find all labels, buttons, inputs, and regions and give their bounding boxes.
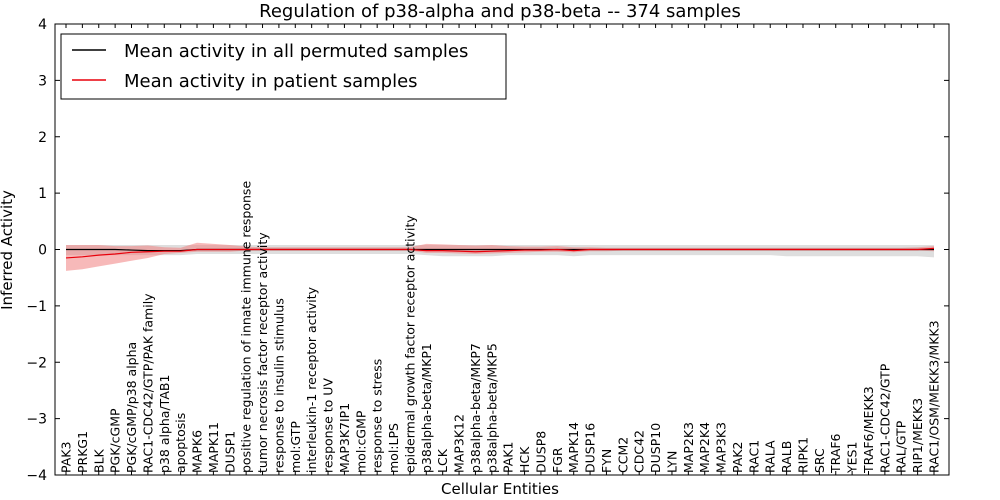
legend-box — [60, 33, 507, 100]
x-tick-label: RAC1-CDC42/GTP/PAK family — [140, 293, 155, 473]
y-tick-label: −3 — [26, 412, 47, 428]
legend-label-permuted: Mean activity in all permuted samples — [124, 41, 468, 62]
y-tick-label: −2 — [26, 355, 47, 371]
series-line-patient — [65, 247, 935, 259]
x-tick-label: DUSP10 — [648, 423, 663, 473]
x-tick-label: MAP3K7IP1 — [337, 403, 352, 473]
y-tick-label: −1 — [26, 299, 47, 315]
x-tick-label: MAP2K4 — [697, 422, 712, 473]
y-tick-label: −4 — [26, 468, 47, 484]
series-lines — [65, 247, 935, 259]
x-tick-label: SRC — [812, 448, 827, 473]
confidence-bands — [66, 242, 934, 271]
y-tick-label: 4 — [38, 17, 47, 33]
x-tick-label: CCM2 — [615, 437, 630, 473]
x-tick-label: MAP3K12 — [452, 414, 467, 473]
x-tick-label: DUSP1 — [222, 431, 237, 473]
x-tick-label: RALA — [763, 440, 778, 473]
y-tick-label: 0 — [38, 243, 47, 259]
x-tick-label: MAPK14 — [566, 422, 581, 473]
x-tick-label: RAC1/OSM/MEKK3/MKK3 — [927, 320, 942, 473]
x-tick-label: interleukin-1 receptor activity — [304, 286, 319, 473]
x-tick-label: YES1 — [845, 442, 860, 474]
x-tick-label: PAK2 — [730, 442, 745, 473]
y-axis-label: Inferred Activity — [0, 190, 16, 310]
x-tick-label: mol:cGMP — [353, 410, 368, 473]
x-tick-label: BLK — [91, 448, 106, 473]
x-axis-label: Cellular Entities — [441, 480, 559, 498]
x-tick-label: MAPK11 — [206, 422, 221, 473]
x-tick-label: MAPK6 — [190, 430, 205, 473]
x-tick-label: PAK1 — [501, 442, 516, 473]
x-tick-label: response to insulin stimulus — [271, 298, 286, 473]
x-tick-label: TRAF6/MEKK3 — [861, 386, 876, 474]
x-tick-label: RALB — [779, 441, 794, 473]
x-tick-label: response to stress — [370, 359, 385, 473]
x-tick-label: DUSP16 — [583, 423, 598, 473]
x-tick-label: p38alpha-beta/MKP5 — [484, 343, 499, 473]
legend: Mean activity in all permuted samples Me… — [60, 33, 507, 100]
x-tick-label: LYN — [664, 451, 679, 473]
x-tick-label: p38alpha-beta/MKP1 — [419, 343, 434, 473]
x-axis: PAK3 PRKG1 BLK PGK/cGMP PGK/cGMP/p38 alpha RA… — [59, 24, 942, 475]
x-tick-label: MAP3K3 — [714, 422, 729, 473]
x-tick-label: p38alpha-beta/MKP7 — [468, 343, 483, 473]
y-axis: −4 −3 −2 −1 0 1 2 3 4 — [26, 17, 949, 484]
x-tick-label: CDC42 — [632, 430, 647, 473]
y-tick-label: 2 — [38, 130, 47, 146]
plot-frame — [54, 23, 950, 476]
x-tick-label: positive regulation of innate immune res… — [239, 181, 254, 473]
x-tick-label: TRAF6 — [828, 433, 843, 474]
x-tick-label: PGK/cGMP/p38 alpha — [124, 342, 139, 473]
x-tick-label: RAC1 — [746, 440, 761, 473]
chart-title: Regulation of p38-alpha and p38-beta -- … — [259, 1, 741, 22]
x-tick-label: RIPK1 — [795, 437, 810, 473]
x-tick-label: PGK/cGMP — [108, 408, 123, 473]
x-tick-label: FYN — [599, 449, 614, 473]
x-tick-label: MAP2K3 — [681, 422, 696, 473]
x-tick-label: apoptosis — [173, 413, 188, 473]
x-tick-label: mol:GTP — [288, 421, 303, 473]
x-tick-label: p38 alpha/TAB1 — [157, 375, 172, 473]
x-tick-label: RAC1-CDC42/GTP — [877, 363, 892, 473]
x-tick-label: response to UV — [321, 378, 336, 473]
y-tick-label: 1 — [38, 186, 47, 202]
x-tick-label: LCK — [435, 448, 450, 473]
x-tick-label: mol:LPS — [386, 423, 401, 473]
x-tick-label: RIP1/MEKK3 — [910, 398, 925, 473]
y-tick-label: 3 — [38, 73, 47, 89]
x-tick-label: PAK3 — [59, 442, 74, 473]
x-tick-label: epidermal growth factor receptor activit… — [402, 215, 417, 473]
legend-label-patient: Mean activity in patient samples — [124, 71, 418, 92]
x-tick-label: PRKG1 — [75, 431, 90, 473]
x-tick-label: FGR — [550, 447, 565, 473]
x-tick-label: RAL/GTP — [894, 420, 909, 473]
x-tick-label: DUSP8 — [533, 431, 548, 473]
x-tick-label: HCK — [517, 446, 532, 473]
x-tick-label: tumor necrosis factor receptor activity — [255, 232, 270, 473]
